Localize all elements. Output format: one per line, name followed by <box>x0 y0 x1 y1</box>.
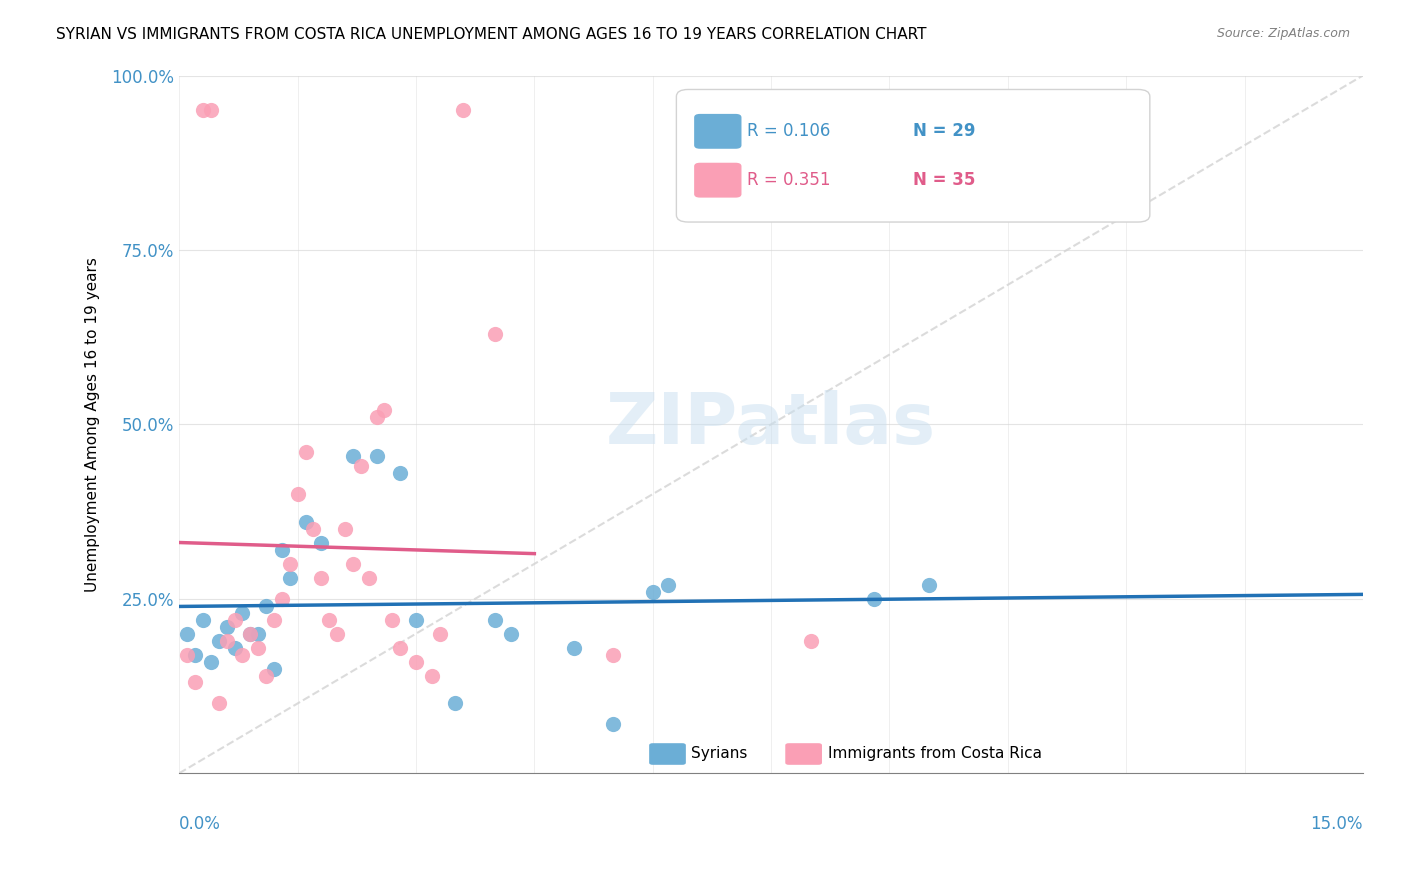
Point <box>208 697 231 711</box>
Point <box>263 661 285 675</box>
Point <box>231 606 253 620</box>
Text: N = 29: N = 29 <box>912 122 976 140</box>
FancyBboxPatch shape <box>650 743 686 764</box>
Text: Source: ZipAtlas.com: Source: ZipAtlas.com <box>1216 27 1350 40</box>
Point <box>215 633 238 648</box>
Point <box>208 633 231 648</box>
Text: 15.0%: 15.0% <box>1310 815 1362 833</box>
Point <box>311 536 333 550</box>
Point <box>302 522 325 536</box>
Point <box>239 626 262 640</box>
Point <box>373 403 395 417</box>
Point <box>366 410 388 425</box>
Point <box>239 626 262 640</box>
Text: SYRIAN VS IMMIGRANTS FROM COSTA RICA UNEMPLOYMENT AMONG AGES 16 TO 19 YEARS CORR: SYRIAN VS IMMIGRANTS FROM COSTA RICA UNE… <box>56 27 927 42</box>
Point <box>499 626 522 640</box>
FancyBboxPatch shape <box>786 743 823 764</box>
FancyBboxPatch shape <box>695 114 741 149</box>
Text: Immigrants from Costa Rica: Immigrants from Costa Rica <box>828 746 1042 761</box>
Point <box>918 578 941 592</box>
Point <box>333 522 356 536</box>
Point <box>420 668 443 682</box>
Point <box>562 640 585 655</box>
Text: Syrians: Syrians <box>690 746 747 761</box>
Point <box>318 613 340 627</box>
Point <box>224 613 246 627</box>
Point <box>453 103 475 118</box>
Point <box>263 613 285 627</box>
Point <box>270 591 292 606</box>
Point <box>381 613 404 627</box>
Point <box>405 655 427 669</box>
Y-axis label: Unemployment Among Ages 16 to 19 years: Unemployment Among Ages 16 to 19 years <box>86 257 100 591</box>
Point <box>231 648 253 662</box>
Point <box>657 578 679 592</box>
Point <box>176 648 198 662</box>
Point <box>224 640 246 655</box>
Point <box>342 557 364 571</box>
Point <box>191 103 214 118</box>
Point <box>200 103 222 118</box>
Point <box>176 626 198 640</box>
Text: R = 0.351: R = 0.351 <box>748 171 831 189</box>
Point <box>357 571 380 585</box>
Point <box>799 633 821 648</box>
Point <box>484 613 506 627</box>
Point <box>342 449 364 463</box>
Text: N = 35: N = 35 <box>912 171 976 189</box>
Point <box>602 717 624 731</box>
Text: R = 0.106: R = 0.106 <box>748 122 831 140</box>
Point <box>254 668 277 682</box>
Point <box>602 648 624 662</box>
Text: 0.0%: 0.0% <box>180 815 221 833</box>
Point <box>405 613 427 627</box>
Point <box>247 640 270 655</box>
Point <box>389 466 412 480</box>
Point <box>389 640 412 655</box>
Point <box>247 626 270 640</box>
Point <box>287 487 309 501</box>
Point <box>641 584 664 599</box>
Point <box>270 543 292 558</box>
Point <box>429 626 451 640</box>
Point <box>184 675 207 690</box>
Point <box>278 571 301 585</box>
Point <box>326 626 349 640</box>
Point <box>444 697 467 711</box>
FancyBboxPatch shape <box>676 89 1150 222</box>
FancyBboxPatch shape <box>695 162 741 198</box>
Text: ZIPatlas: ZIPatlas <box>606 390 936 458</box>
Point <box>484 326 506 341</box>
Point <box>191 613 214 627</box>
Point <box>862 591 884 606</box>
Point <box>215 620 238 634</box>
Point <box>294 445 316 459</box>
Point <box>294 515 316 529</box>
Point <box>184 648 207 662</box>
Point <box>350 459 373 474</box>
Point <box>200 655 222 669</box>
Point <box>254 599 277 613</box>
Point <box>311 571 333 585</box>
Point <box>278 557 301 571</box>
Point <box>366 449 388 463</box>
